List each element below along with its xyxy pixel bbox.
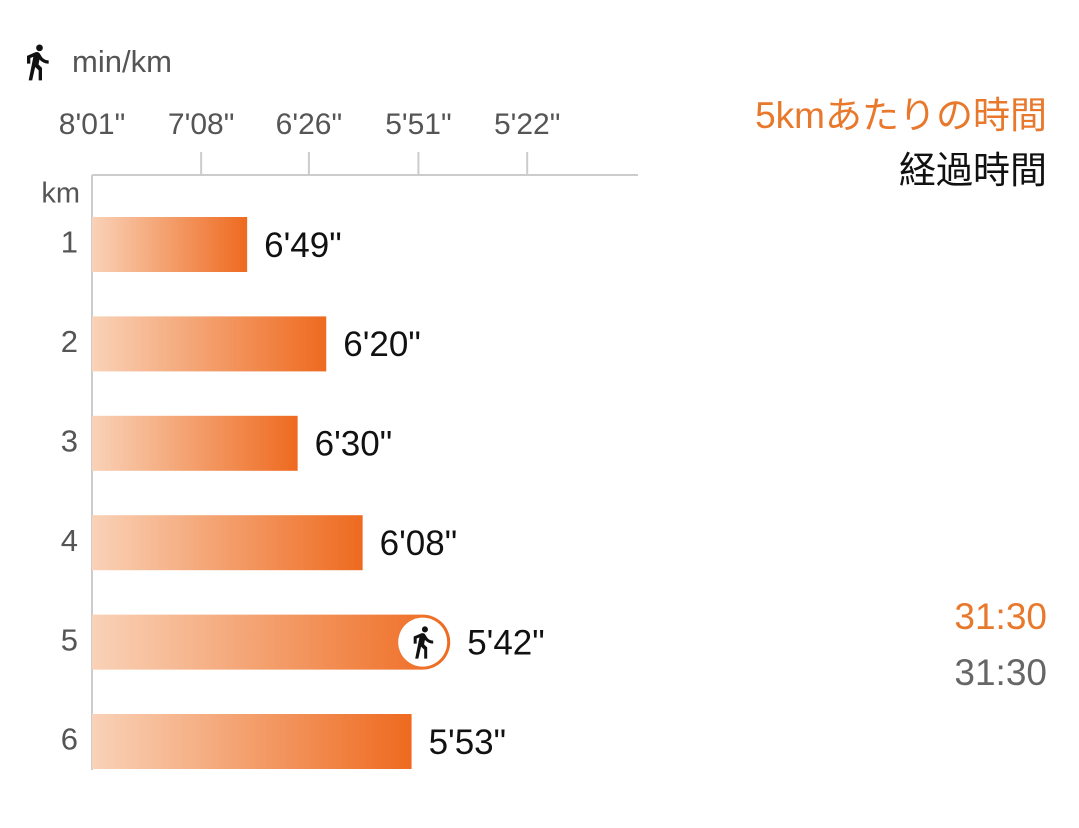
unit-label: min/km <box>72 44 172 79</box>
bar <box>92 316 327 372</box>
category-label: 3 <box>61 423 78 458</box>
value-label: 6'08" <box>380 524 458 563</box>
x-tick-label: 5'51" <box>385 108 451 141</box>
bar <box>92 415 298 471</box>
value-label: 6'30" <box>315 425 393 464</box>
category-label: 4 <box>61 523 78 558</box>
category-label: 6 <box>61 722 78 757</box>
x-tick-label: 6'26" <box>276 108 342 141</box>
split-time: 31:30 <box>954 596 1047 637</box>
value-label: 6'49" <box>264 226 342 265</box>
value-label: 6'20" <box>343 325 421 364</box>
elapsed-label: 経過時間 <box>899 150 1047 191</box>
bar <box>92 714 412 769</box>
split-label: 5kmあたりの時間 <box>755 95 1047 136</box>
value-label: 5'53" <box>429 723 507 762</box>
runner-icon <box>27 44 49 81</box>
x-tick-label: 8'01" <box>59 108 125 141</box>
elapsed-time: 31:30 <box>954 652 1047 693</box>
category-label: 5 <box>61 622 78 657</box>
axis-label: km <box>41 178 80 210</box>
x-tick-label: 7'08" <box>168 108 234 141</box>
bar <box>92 515 363 571</box>
category-label: 1 <box>61 225 78 260</box>
bar <box>92 217 248 272</box>
x-tick-label: 5'22" <box>494 108 560 141</box>
value-label: 5'42" <box>467 623 545 662</box>
category-label: 2 <box>61 324 78 359</box>
bar <box>92 614 451 670</box>
